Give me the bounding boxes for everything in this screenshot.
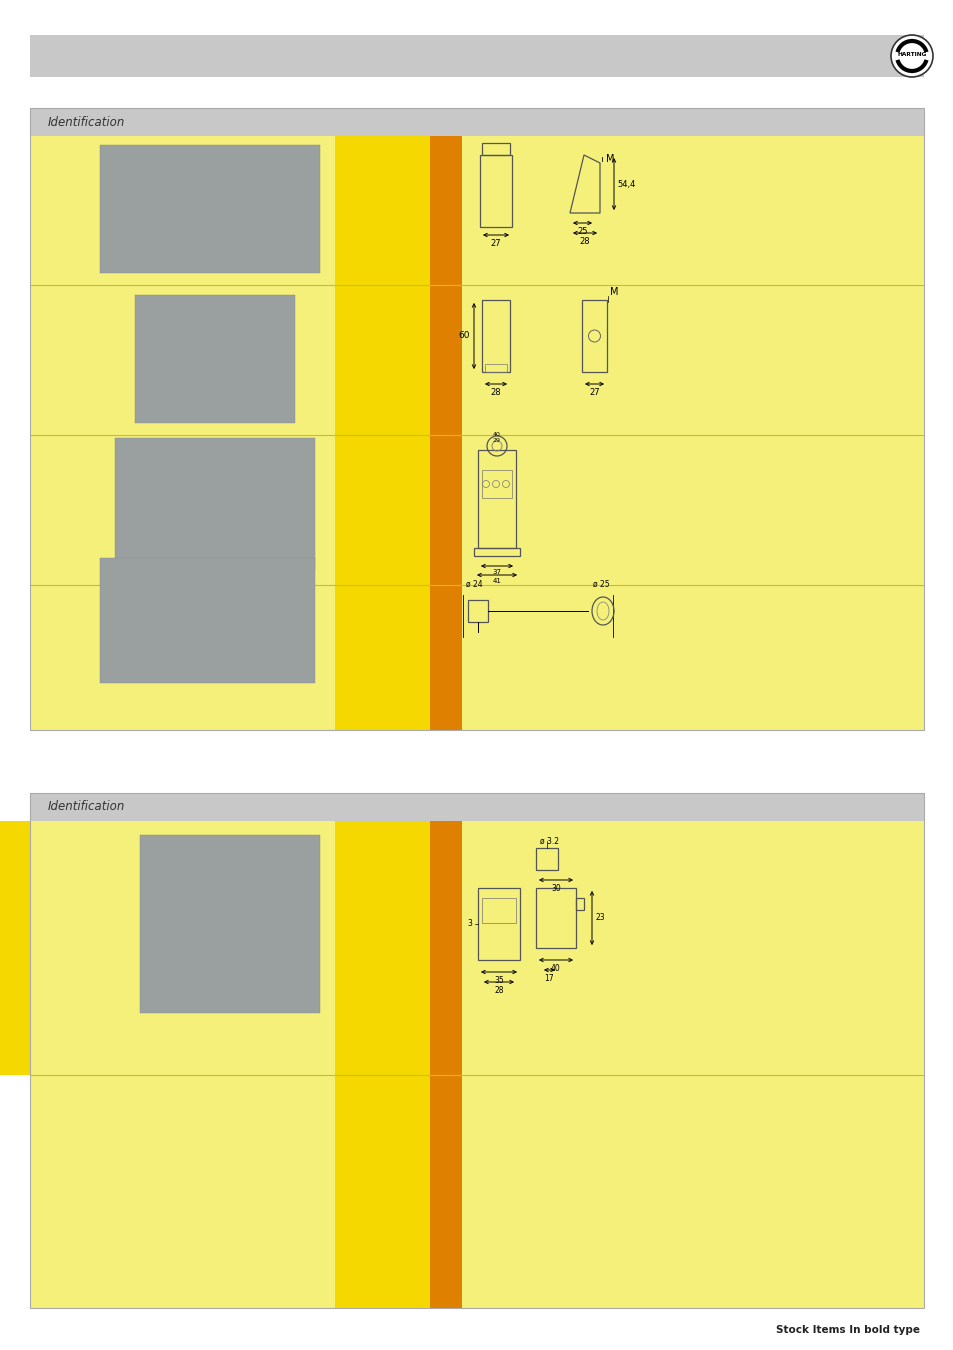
- Bar: [100, 558, 314, 683]
- Text: M: M: [610, 288, 618, 297]
- Text: M: M: [605, 154, 614, 163]
- Bar: [30, 1075, 923, 1308]
- Text: 25: 25: [577, 227, 587, 236]
- Text: 35: 35: [494, 976, 503, 986]
- Bar: [430, 1075, 461, 1308]
- Bar: [30, 35, 923, 77]
- Bar: [481, 898, 516, 923]
- Text: 40
29: 40 29: [493, 432, 500, 443]
- Bar: [430, 285, 461, 435]
- Text: ø 24: ø 24: [465, 579, 482, 589]
- Bar: [30, 108, 923, 136]
- Bar: [335, 285, 430, 435]
- Text: 28: 28: [494, 986, 503, 995]
- Bar: [30, 821, 923, 1075]
- Bar: [468, 599, 488, 622]
- Bar: [30, 435, 923, 585]
- Text: 37: 37: [492, 568, 501, 575]
- Bar: [0, 821, 30, 1075]
- Bar: [536, 848, 558, 869]
- Text: Stock Items In bold type: Stock Items In bold type: [775, 1324, 919, 1335]
- Bar: [581, 300, 606, 373]
- Bar: [477, 888, 519, 960]
- Bar: [484, 364, 506, 373]
- Bar: [536, 888, 576, 948]
- Bar: [30, 108, 923, 730]
- Bar: [335, 821, 430, 1075]
- Bar: [481, 300, 510, 373]
- Bar: [430, 435, 461, 585]
- Text: HARTING: HARTING: [897, 53, 925, 58]
- Bar: [30, 792, 923, 821]
- Text: ø 25: ø 25: [593, 579, 609, 589]
- Text: 54,4: 54,4: [617, 180, 635, 189]
- Text: 27: 27: [589, 387, 599, 397]
- Text: 27: 27: [490, 239, 500, 248]
- Text: Identification: Identification: [48, 801, 125, 814]
- Text: 60: 60: [458, 332, 470, 340]
- Bar: [335, 1075, 430, 1308]
- Text: Identification: Identification: [48, 116, 125, 128]
- Bar: [479, 155, 512, 227]
- Text: 28: 28: [490, 387, 500, 397]
- Bar: [430, 136, 461, 285]
- Circle shape: [890, 35, 932, 77]
- Text: 40: 40: [551, 964, 560, 973]
- Bar: [30, 585, 923, 730]
- Bar: [430, 821, 461, 1075]
- Bar: [30, 136, 923, 285]
- Text: 41: 41: [492, 578, 501, 585]
- Bar: [140, 836, 319, 1012]
- Text: 3: 3: [467, 919, 472, 929]
- Bar: [135, 296, 294, 423]
- Bar: [477, 450, 516, 548]
- Text: 23: 23: [596, 914, 605, 922]
- Text: 17: 17: [544, 973, 554, 983]
- Bar: [30, 792, 923, 1308]
- Text: 28: 28: [579, 238, 590, 246]
- Bar: [474, 548, 519, 556]
- Bar: [115, 437, 314, 570]
- Text: 30: 30: [551, 884, 560, 892]
- Bar: [481, 470, 512, 498]
- Bar: [100, 144, 319, 273]
- Bar: [335, 136, 430, 285]
- Bar: [430, 585, 461, 730]
- Bar: [481, 143, 510, 155]
- Bar: [30, 285, 923, 435]
- Bar: [335, 585, 430, 730]
- Bar: [335, 435, 430, 585]
- Text: ø 3.2: ø 3.2: [539, 837, 558, 845]
